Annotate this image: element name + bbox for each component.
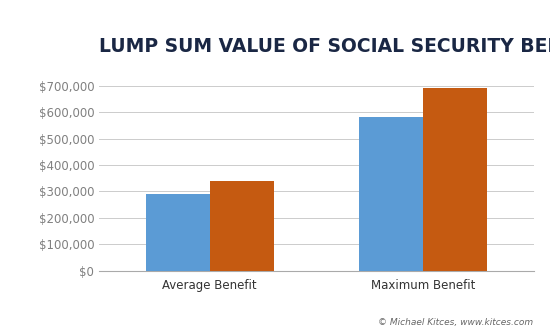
Text: © Michael Kitces, www.kitces.com: © Michael Kitces, www.kitces.com (378, 318, 534, 327)
Bar (146, 194, 210, 271)
Bar (359, 117, 423, 271)
Text: LUMP SUM VALUE OF SOCIAL SECURITY BENEFITS: LUMP SUM VALUE OF SOCIAL SECURITY BENEFI… (99, 37, 550, 56)
Bar (423, 88, 487, 271)
Bar (210, 181, 274, 271)
